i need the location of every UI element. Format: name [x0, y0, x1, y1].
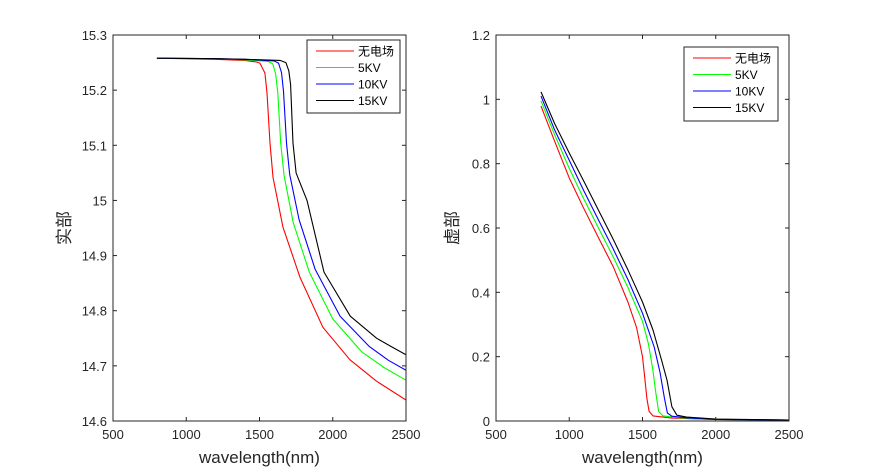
y-tick-label: 15 [93, 193, 107, 208]
y-axis-label: 实部 [55, 211, 75, 245]
legend-label: 无电场 [735, 52, 771, 66]
x-tick-label: 1500 [628, 427, 657, 442]
y-tick-label: 1.2 [472, 28, 490, 43]
x-tick-label: 1500 [245, 427, 274, 442]
y-tick-label: 14.8 [82, 304, 107, 319]
x-tick-label: 500 [102, 427, 124, 442]
y-tick-label: 0.8 [472, 157, 490, 172]
y-tick-label: 1 [483, 92, 490, 107]
legend-label: 10KV [735, 85, 764, 99]
y-tick-label: 0.2 [472, 350, 490, 365]
y-tick-label: 14.6 [82, 414, 107, 429]
x-tick-label: 1000 [555, 427, 584, 442]
x-tick-label: 2500 [392, 427, 421, 442]
series-line-0 [156, 57, 406, 401]
y-tick-label: 0 [483, 414, 490, 429]
x-tick-label: 2000 [701, 427, 730, 442]
legend-box [683, 46, 779, 122]
series-line-3 [156, 57, 406, 356]
x-tick-label: 1000 [172, 427, 201, 442]
x-tick-label: 2000 [318, 427, 347, 442]
y-tick-label: 15.2 [82, 83, 107, 98]
legend: 无电场 5KV 10KV 15KV [683, 46, 779, 122]
legend-label: 15KV [358, 94, 387, 108]
legend-label: 5KV [735, 68, 758, 82]
x-axis-label: wavelength(nm) [581, 448, 703, 467]
y-axis-label: 虚部 [443, 211, 463, 245]
legend-label: 5KV [358, 61, 381, 75]
x-tick-label: 500 [485, 427, 507, 442]
series-line-0 [540, 105, 789, 421]
series-line-2 [540, 95, 789, 421]
series-line-1 [540, 100, 789, 421]
x-axis-label: wavelength(nm) [198, 448, 320, 467]
y-tick-label: 14.9 [82, 249, 107, 264]
chart-real-part: 500 1000 1500 2000 2500 14.6 14.7 14.8 14.9 15 15.… [55, 28, 420, 467]
y-tick-label: 15.1 [82, 138, 107, 153]
series-line-1 [156, 57, 406, 381]
y-tick-label: 15.3 [82, 28, 107, 43]
legend-label: 无电场 [358, 45, 394, 59]
y-tick-label: 14.7 [82, 359, 107, 374]
legend: 无电场 5KV 10KV 15KV [306, 39, 401, 114]
legend-label: 15KV [735, 101, 764, 115]
legend-label: 10KV [358, 78, 387, 92]
series-line-3 [540, 91, 789, 421]
x-tick-label: 2500 [775, 427, 804, 442]
y-tick-label: 0.6 [472, 221, 490, 236]
y-tick-label: 0.4 [472, 285, 490, 300]
chart-imaginary-part: 500 1000 1500 2000 2500 0 0.2 0.4 0.6 0.8 1 1.2 wave… [443, 28, 803, 467]
